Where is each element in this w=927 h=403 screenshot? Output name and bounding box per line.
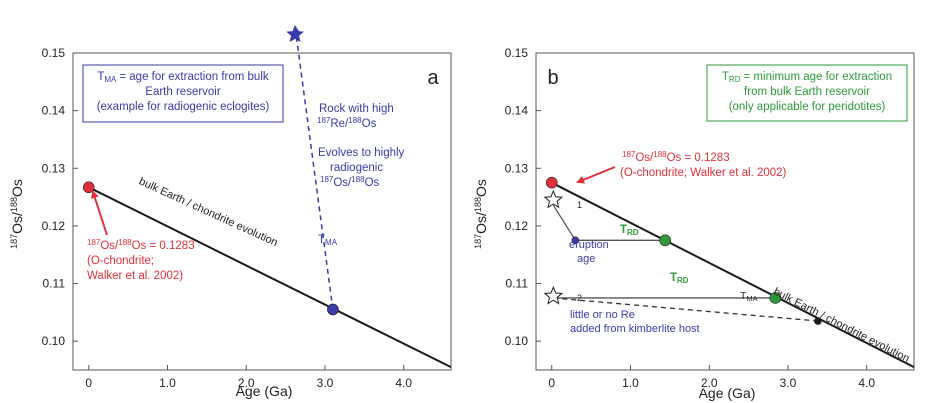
annotation-eruption-line-1: eruption: [569, 239, 609, 251]
y-tick-label: 0.15: [42, 46, 66, 60]
point-chondrite: [545, 176, 558, 189]
series-tma-path: [291, 25, 334, 310]
point-star-1: [543, 189, 564, 209]
x-tick-label: 4.0: [395, 376, 412, 390]
definition-line-2: from bulk Earth reservoir: [744, 86, 870, 98]
definition-box: [82, 64, 284, 123]
y-axis-title: 187Os/188Os: [473, 179, 489, 249]
x-tick-label: 2.0: [701, 376, 718, 390]
evolution-label: bulk Earth / chondrite evolution: [771, 286, 911, 365]
plot-frame: [72, 52, 452, 371]
x-tick-label: 4.0: [858, 376, 875, 390]
annotation-evolves-line-3: 187Os/188Os: [320, 175, 380, 189]
annotation-re-line-1: little or no Re: [570, 309, 635, 321]
definition-line-2: Earth reservoir: [145, 86, 221, 98]
series-evolution: [551, 181, 915, 369]
series-layer: [551, 181, 915, 369]
y-tick-label: 0.10: [505, 334, 529, 348]
point-trd-1-end: [659, 234, 671, 247]
series-evolution: [88, 186, 452, 369]
y-tick-label: 0.15: [505, 46, 529, 60]
point-eruption: [571, 236, 580, 245]
definition-box: [706, 64, 908, 122]
annotation-rock-line-2: 187Re/188Os: [317, 116, 377, 130]
chondrite-arrow: [91, 190, 108, 236]
annotation-eruption-line-2: age: [577, 253, 595, 265]
y-axis: 0.10 0.11 0.12 0.13 0.14 0.15: [42, 46, 78, 348]
x-axis: 0 1.0 2.0 3.0 4.0: [548, 365, 875, 390]
series-layer: [88, 25, 452, 369]
x-tick-label: 0: [548, 376, 555, 390]
point-rock-high: [286, 25, 304, 43]
annotation-red-line-3: Walker et al. 2002): [87, 270, 183, 282]
point-rock-now: [327, 303, 339, 316]
x-tick-label: 2.0: [238, 376, 255, 390]
x-axis-title: Age (Ga): [236, 383, 293, 399]
definition-line-1: TRD = minimum age for extraction: [722, 71, 892, 84]
point-chondrite: [82, 181, 95, 194]
definition-line-3: (example for radiogenic eclogites): [97, 101, 270, 113]
y-tick-label: 0.11: [43, 277, 66, 291]
chondrite-arrow: [576, 166, 616, 184]
x-tick-label: 3.0: [780, 376, 797, 390]
annotation-red-line-2: (O-chondrite; Walker et al. 2002): [620, 167, 787, 179]
y-tick-label: 0.10: [42, 334, 66, 348]
x-tick-label: 0: [85, 376, 92, 390]
y-tick-label: 0.12: [505, 219, 529, 233]
y-tick-label: 0.13: [505, 161, 529, 175]
annotation-re-line-2: added from kimberlite host: [570, 323, 700, 335]
panel-letter: b: [547, 67, 558, 89]
trd-label-1: TRD: [620, 224, 639, 237]
tma-label: TMA: [318, 234, 338, 247]
definition-line-3: (only applicable for peridotites): [729, 101, 886, 113]
y-tick-label: 0.14: [42, 104, 66, 118]
points-layer: [543, 176, 822, 325]
y-axis-title: 187Os/188Os: [9, 179, 25, 249]
annotation-evolves-line-1: Evolves to highly: [318, 147, 405, 159]
point-tma-end: [814, 317, 822, 325]
point-star-2: [543, 285, 564, 305]
points-layer: [82, 25, 339, 316]
annotation-red-line-1: 187Os/188Os = 0.1283: [87, 238, 195, 252]
tma-label: TMA: [740, 290, 758, 303]
annotation-red-line-1: 187Os/188Os = 0.1283: [622, 150, 730, 164]
panel-letter: a: [427, 67, 439, 89]
panel-b: 0.10 0.11 0.12 0.13 0.14 0.15 0 1.0 2.0 3.0 4.0 A…: [473, 46, 915, 401]
annotation-rock-line-1: Rock with high: [319, 103, 394, 115]
y-tick-label: 0.11: [506, 277, 529, 291]
x-tick-label: 1.0: [159, 376, 176, 390]
star-1-label: 1: [577, 200, 582, 210]
trd-label-2: TRD: [670, 272, 689, 285]
annotation-red-line-2: (O-chondrite;: [87, 255, 154, 267]
definition-line-1: TMA = age for extraction from bulk: [97, 71, 269, 84]
x-tick-label: 1.0: [622, 376, 639, 390]
y-tick-label: 0.12: [42, 219, 66, 233]
x-tick-label: 3.0: [317, 376, 334, 390]
x-axis-title: Age (Ga): [699, 385, 756, 401]
point-trd-2-end: [769, 292, 782, 304]
annotation-evolves-line-2: radiogenic: [330, 162, 383, 174]
plot-frame: [535, 52, 915, 371]
panel-a: 0.10 0.11 0.12 0.13 0.14 0.15 0 1.0 2.0 3.0 4.0 A…: [9, 25, 452, 399]
y-axis: 0.10 0.11 0.12 0.13 0.14 0.15: [505, 46, 541, 348]
evolution-label: bulk Earth / chondrite evolution: [137, 175, 279, 249]
y-tick-label: 0.13: [42, 161, 66, 175]
series-star1-to-eruption: [552, 204, 576, 241]
star-2-label: 2: [577, 293, 582, 303]
y-tick-label: 0.14: [505, 104, 529, 118]
x-axis: 0 1.0 2.0 3.0 4.0: [85, 365, 412, 390]
